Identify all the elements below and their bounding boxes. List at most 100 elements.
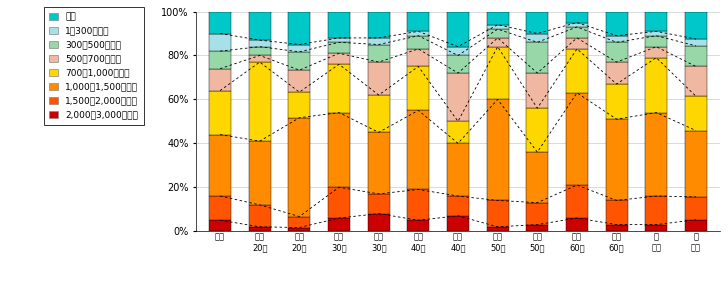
Bar <box>606 36 627 42</box>
Bar <box>526 73 548 108</box>
Bar <box>566 218 588 231</box>
Bar <box>407 49 429 66</box>
Bar <box>249 47 270 55</box>
Bar <box>407 190 429 220</box>
Bar <box>289 227 310 231</box>
Bar <box>249 40 270 47</box>
Bar <box>566 38 588 49</box>
Bar <box>407 220 429 231</box>
Bar <box>209 69 231 91</box>
Bar <box>606 12 627 36</box>
Bar <box>368 38 390 45</box>
Bar <box>249 205 270 227</box>
Bar <box>566 27 588 38</box>
Bar <box>646 196 667 225</box>
Bar <box>487 227 509 231</box>
Bar <box>328 218 350 231</box>
Bar <box>606 84 627 119</box>
Bar <box>447 55 469 73</box>
Bar <box>407 66 429 110</box>
Bar <box>646 225 667 231</box>
Bar <box>209 196 231 220</box>
Bar <box>685 39 707 46</box>
Bar <box>487 25 509 29</box>
Bar <box>289 45 310 52</box>
Bar <box>487 38 509 47</box>
Bar <box>249 12 270 40</box>
Bar <box>487 201 509 227</box>
Bar <box>646 31 667 36</box>
Bar <box>685 131 707 197</box>
Bar <box>685 66 707 96</box>
Bar <box>646 58 667 113</box>
Bar <box>407 12 429 31</box>
Bar <box>566 49 588 93</box>
Bar <box>407 110 429 190</box>
Bar <box>526 12 548 34</box>
Bar <box>685 220 707 231</box>
Bar <box>685 46 707 66</box>
Bar <box>606 119 627 201</box>
Bar <box>646 113 667 196</box>
Bar <box>328 12 350 38</box>
Bar <box>447 216 469 231</box>
Bar <box>685 12 707 39</box>
Bar <box>566 23 588 27</box>
Bar <box>447 196 469 216</box>
Bar <box>447 143 469 196</box>
Bar <box>685 197 707 220</box>
Bar <box>447 121 469 143</box>
Bar <box>289 92 310 118</box>
Bar <box>526 152 548 203</box>
Bar <box>646 12 667 31</box>
Bar <box>368 12 390 38</box>
Bar <box>566 93 588 185</box>
Bar <box>487 99 509 201</box>
Bar <box>289 118 310 216</box>
Bar <box>328 42 350 53</box>
Bar <box>209 51 231 69</box>
Bar <box>209 91 231 135</box>
Bar <box>209 135 231 196</box>
Bar <box>606 201 627 225</box>
Legend: 無料, 1～300円未満, 300～500円未満, 500～700円未満, 700～1,000円未満, 1,000～1,500円未満, 1,500～2,000円: 無料, 1～300円未満, 300～500円未満, 500～700円未満, 70… <box>44 7 144 125</box>
Bar <box>289 70 310 92</box>
Bar <box>328 113 350 187</box>
Bar <box>407 31 429 36</box>
Bar <box>368 214 390 231</box>
Bar <box>368 95 390 132</box>
Bar <box>606 225 627 231</box>
Bar <box>209 220 231 231</box>
Bar <box>368 62 390 95</box>
Bar <box>566 12 588 23</box>
Bar <box>487 12 509 25</box>
Bar <box>526 225 548 231</box>
Bar <box>368 45 390 62</box>
Bar <box>447 12 469 47</box>
Bar <box>289 12 310 45</box>
Bar <box>606 42 627 62</box>
Bar <box>249 227 270 231</box>
Bar <box>209 12 231 34</box>
Bar <box>249 141 270 205</box>
Bar <box>328 53 350 64</box>
Bar <box>646 47 667 58</box>
Bar <box>685 96 707 131</box>
Bar <box>606 62 627 84</box>
Bar <box>209 34 231 51</box>
Bar <box>566 185 588 218</box>
Bar <box>447 73 469 121</box>
Bar <box>328 38 350 42</box>
Bar <box>249 55 270 62</box>
Bar <box>487 29 509 38</box>
Bar <box>289 216 310 227</box>
Bar <box>249 62 270 141</box>
Bar <box>526 34 548 42</box>
Bar <box>407 36 429 49</box>
Bar <box>289 52 310 70</box>
Bar <box>328 187 350 218</box>
Bar <box>328 64 350 113</box>
Bar <box>368 132 390 194</box>
Bar <box>526 108 548 152</box>
Bar <box>368 194 390 214</box>
